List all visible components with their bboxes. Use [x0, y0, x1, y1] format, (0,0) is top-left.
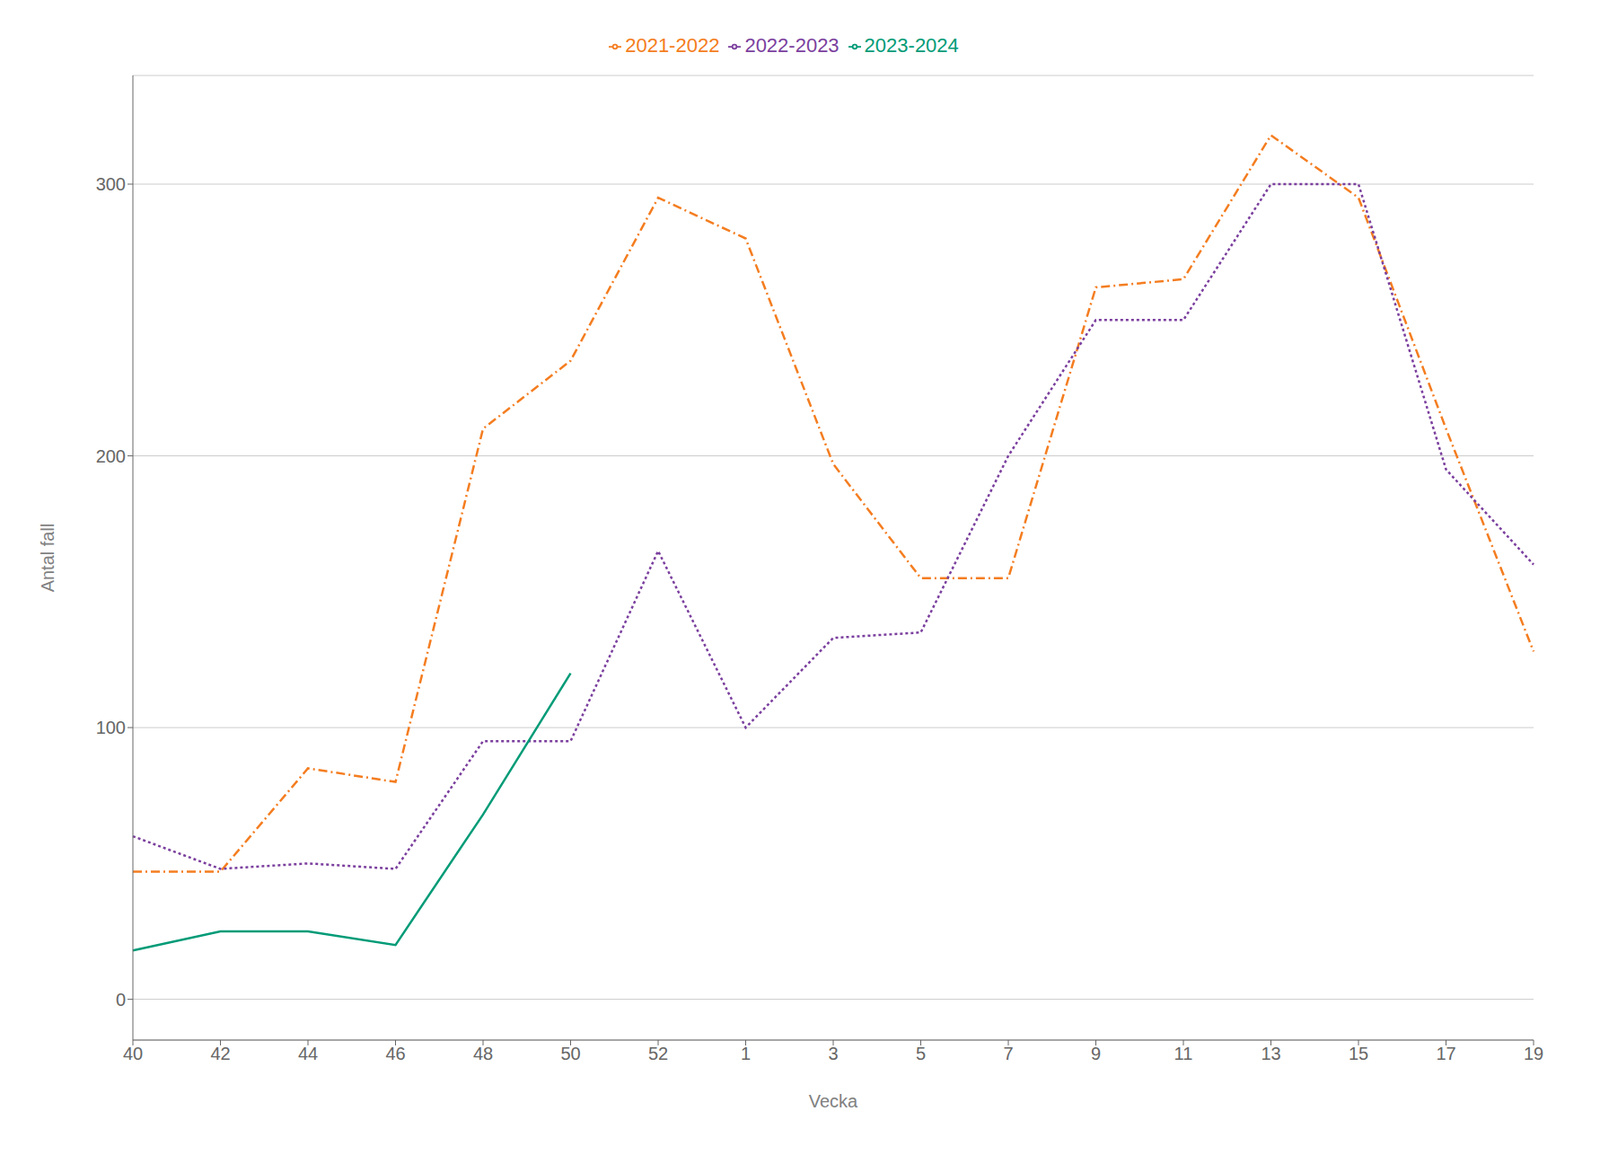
svg-text:3: 3 [827, 1043, 838, 1064]
svg-text:42: 42 [210, 1043, 230, 1064]
html-text:2023-2024: 2023-2024 [864, 34, 959, 57]
svg-text:0: 0 [115, 989, 126, 1010]
svg-text:46: 46 [385, 1043, 405, 1064]
html-text:2022-2023: 2022-2023 [744, 34, 840, 57]
svg-text:9: 9 [1090, 1043, 1101, 1064]
svg-text:19: 19 [1523, 1043, 1544, 1064]
svg-text:Antal fall: Antal fall [37, 523, 58, 593]
svg-text:300: 300 [96, 174, 126, 194]
svg-text:13: 13 [1260, 1043, 1281, 1064]
svg-text:1: 1 [740, 1043, 751, 1064]
svg-text:7: 7 [1002, 1043, 1013, 1064]
html-text:2021-2022: 2021-2022 [625, 34, 720, 57]
svg-text:17: 17 [1435, 1043, 1456, 1064]
svg-text:5: 5 [915, 1043, 926, 1064]
svg-text:100: 100 [96, 717, 126, 738]
svg-text:15: 15 [1348, 1043, 1369, 1064]
svg-text:Vecka: Vecka [808, 1090, 859, 1111]
svg-text:40: 40 [123, 1043, 143, 1064]
svg-text:11: 11 [1174, 1043, 1194, 1064]
svg-text:52: 52 [648, 1043, 669, 1064]
svg-text:48: 48 [473, 1043, 493, 1064]
svg-text:44: 44 [298, 1043, 318, 1064]
svg-text:200: 200 [96, 446, 126, 466]
svg-text:50: 50 [560, 1043, 581, 1064]
